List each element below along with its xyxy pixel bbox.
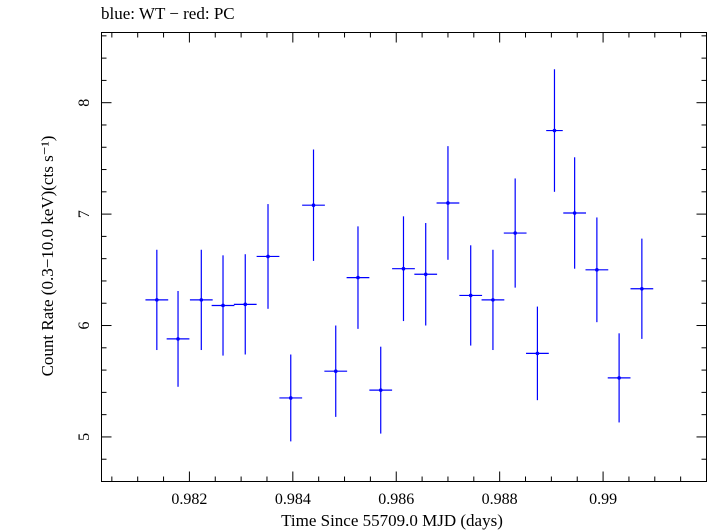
data-point	[552, 128, 557, 133]
axis-tick-labels: 0.982 0.984 0.986 0.988 0.99 5 6 7 8	[76, 99, 617, 508]
x-axis-label: Time Since 55709.0 MJD (days)	[281, 511, 503, 530]
x-tick-label: 0.984	[275, 491, 311, 508]
data-point	[199, 298, 204, 302]
data-point	[266, 254, 270, 259]
data-point	[595, 268, 599, 272]
x-tick-label: 0.986	[378, 491, 414, 508]
data-point	[311, 203, 316, 207]
axis-ticks	[101, 32, 707, 482]
data-point	[288, 396, 293, 400]
data-point	[513, 231, 517, 235]
data-point	[572, 211, 577, 215]
data-point	[401, 266, 406, 271]
data-point	[356, 275, 360, 280]
data-point	[640, 286, 644, 291]
y-tick-label: 8	[76, 99, 93, 107]
y-tick-label: 5	[76, 433, 93, 441]
data-point	[243, 302, 248, 307]
data-point	[446, 201, 450, 205]
data-point	[423, 272, 428, 277]
plot-frame	[101, 32, 707, 482]
data-point	[468, 293, 473, 298]
data-point	[535, 351, 540, 356]
data-point	[221, 303, 225, 308]
data-point	[617, 376, 621, 380]
chart-title: blue: WT − red: PC	[101, 4, 235, 23]
y-axis-label: Count Rate (0.3−10.0 keV)(cts s⁻¹)	[38, 136, 57, 377]
data-point	[155, 298, 159, 302]
x-tick-label: 0.988	[482, 491, 518, 508]
data-series	[145, 69, 654, 442]
data-point	[176, 337, 180, 341]
x-tick-label: 0.99	[589, 491, 617, 508]
data-point	[333, 369, 338, 373]
data-point	[491, 298, 495, 302]
y-tick-label: 7	[76, 210, 93, 218]
x-tick-label: 0.982	[171, 491, 207, 508]
data-point	[378, 388, 383, 392]
y-tick-label: 6	[76, 322, 93, 330]
series-wt	[145, 69, 654, 442]
